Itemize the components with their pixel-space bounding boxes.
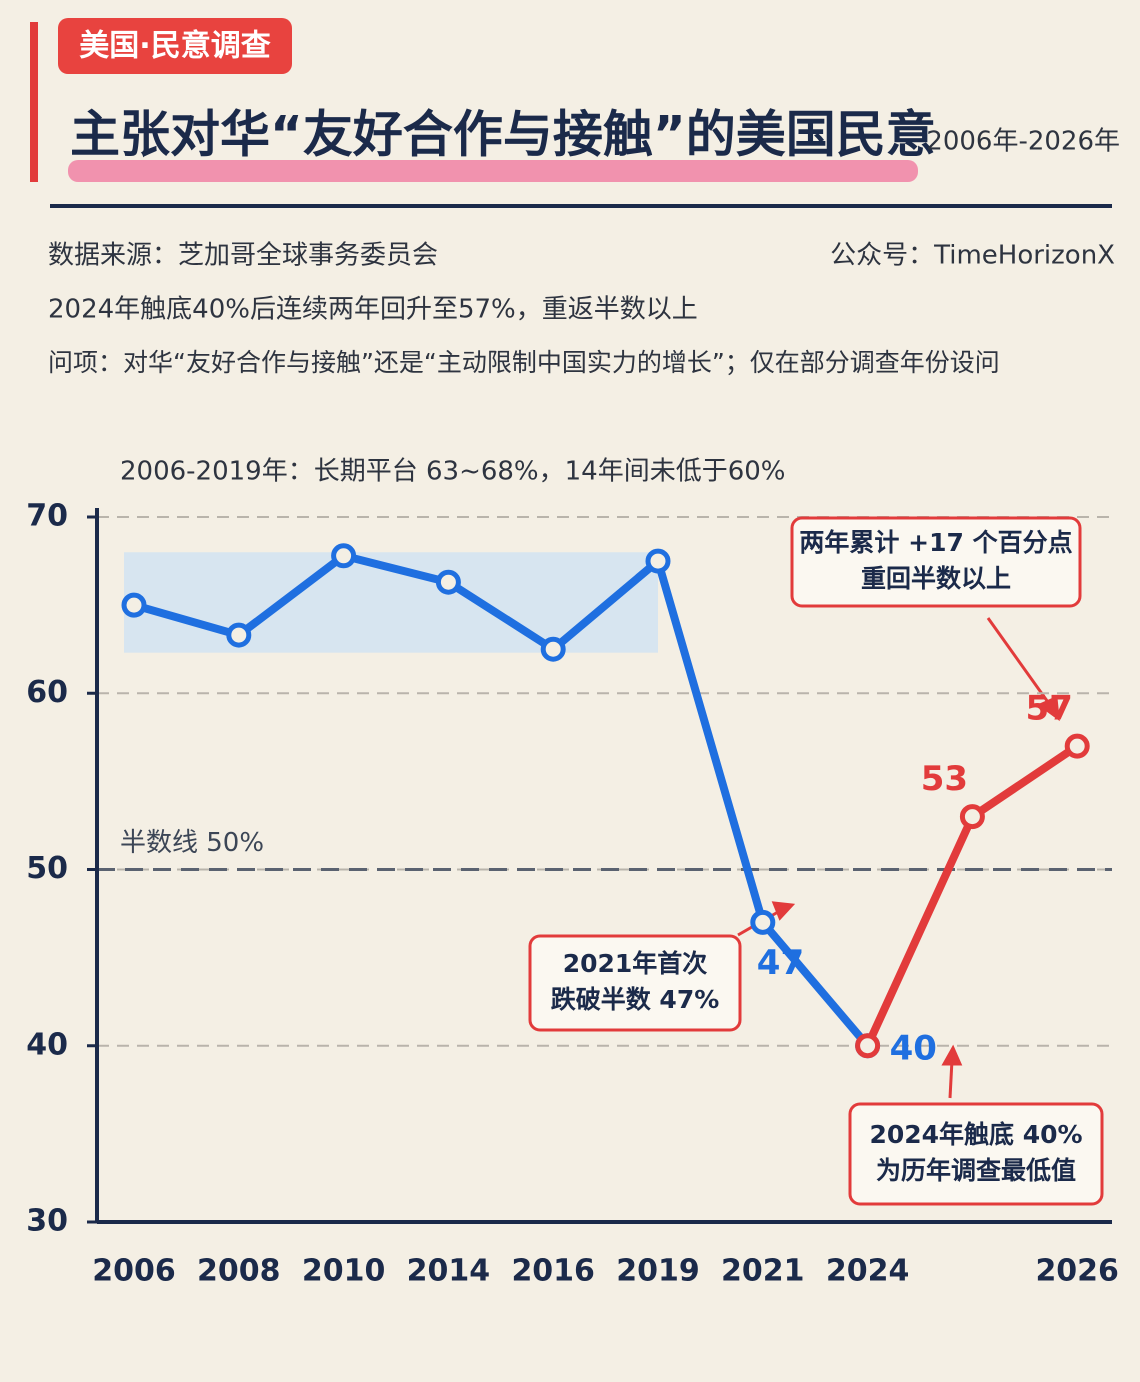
point xyxy=(226,622,252,648)
x-tick-label: 2024 xyxy=(826,1254,910,1289)
annotation-text: 2024年触底 40% xyxy=(869,1120,1082,1149)
point xyxy=(959,804,985,830)
x-tick-label: 2010 xyxy=(302,1254,386,1289)
arrows xyxy=(737,617,1060,1099)
x-tick-label: 2026 xyxy=(1035,1254,1119,1289)
x-tick-label: 2014 xyxy=(407,1254,491,1289)
value-label: 53 xyxy=(921,759,968,799)
title: 主张对华“友好合作与接触”的美国民意 xyxy=(70,106,936,164)
summary: 2024年触底40%后连续两年回升至57%，重返半数以上 xyxy=(48,295,698,325)
x-tick-label: 2016 xyxy=(511,1254,595,1289)
annotation-box xyxy=(790,516,1082,608)
x-tick-label: 2006 xyxy=(92,1254,176,1289)
point xyxy=(435,569,461,595)
period: 2006年-2026年 xyxy=(926,127,1120,157)
annotation-text: 两年累计 +17 个百分点 xyxy=(799,528,1072,557)
point xyxy=(855,1033,881,1059)
y-tick-label: 30 xyxy=(26,1204,68,1239)
y-tick-label: 60 xyxy=(26,675,68,710)
value-label: 57 xyxy=(1026,689,1073,729)
account: 公众号：TimeHorizonX xyxy=(830,241,1115,271)
annotation-text: 2021年首次 xyxy=(563,949,708,978)
tag-box xyxy=(58,18,292,74)
point xyxy=(331,543,357,569)
annotation-box xyxy=(528,934,742,1032)
tag: 美国·民意调查 xyxy=(79,29,270,64)
x-tick-label: 2021 xyxy=(721,1254,805,1289)
annotation-box xyxy=(848,1102,1104,1206)
value-label: 47 xyxy=(757,943,804,983)
annotation-text: 跌破半数 47% xyxy=(551,985,720,1014)
band-label: 2006-2019年：长期平台 63~68%，14年间未低于60% xyxy=(120,457,786,487)
value-label: 40 xyxy=(890,1028,937,1068)
y-tick-label: 40 xyxy=(26,1027,68,1062)
series-line xyxy=(863,742,1080,1048)
point xyxy=(121,592,147,618)
point xyxy=(750,909,776,935)
y-tick-label: 50 xyxy=(26,851,68,886)
series-line xyxy=(132,551,871,1049)
y-tick-label: 70 xyxy=(26,499,68,534)
point xyxy=(540,636,566,662)
x-tick-label: 2019 xyxy=(616,1254,700,1289)
accent-bar xyxy=(30,22,38,182)
annotation-text: 重回半数以上 xyxy=(861,564,1011,593)
title-highlight xyxy=(68,160,918,182)
half-line-label: 半数线 50% xyxy=(120,828,264,858)
annotation-text: 为历年调查最低值 xyxy=(876,1156,1076,1185)
source: 数据来源：芝加哥全球事务委员会 xyxy=(48,241,438,271)
point xyxy=(645,548,671,574)
point xyxy=(1064,733,1090,759)
x-tick-label: 2008 xyxy=(197,1254,281,1289)
question: 问项：对华“友好合作与接触”还是“主动限制中国实力的增长”；仅在部分调查年份设问 xyxy=(48,348,1000,377)
